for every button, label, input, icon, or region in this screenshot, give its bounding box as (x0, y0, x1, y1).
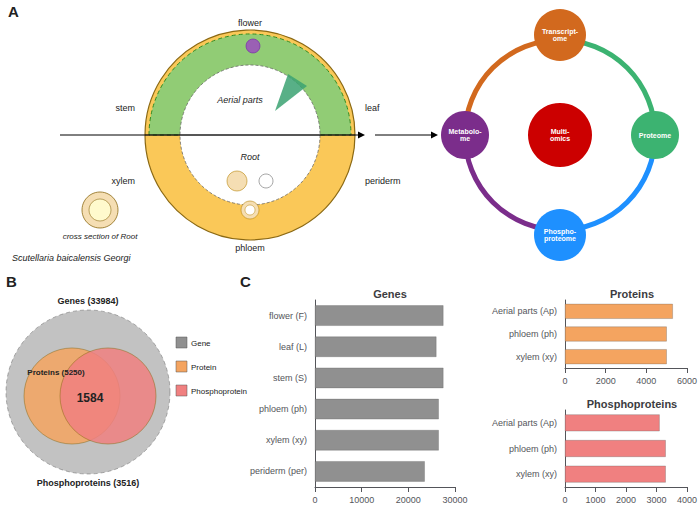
svg-text:Aerial parts (Ap): Aerial parts (Ap) (492, 306, 557, 316)
svg-text:Gene: Gene (191, 339, 211, 348)
svg-text:Transcript-: Transcript- (541, 28, 579, 35)
svg-text:Proteome: Proteome (639, 132, 671, 139)
svg-text:flower (F): flower (F) (269, 311, 307, 321)
svg-text:Proteins (5250): Proteins (5250) (27, 368, 85, 377)
svg-text:xylem (xy): xylem (xy) (516, 352, 557, 362)
svg-text:6000: 6000 (677, 376, 697, 386)
svg-text:periderm: periderm (365, 176, 401, 186)
svg-text:Aerial parts: Aerial parts (216, 95, 263, 105)
svg-text:proteome: proteome (544, 235, 576, 243)
svg-text:periderm (per): periderm (per) (250, 466, 307, 476)
svg-text:Protein: Protein (191, 363, 216, 372)
svg-text:0: 0 (312, 495, 317, 505)
svg-text:C: C (240, 273, 251, 290)
svg-text:3000: 3000 (646, 495, 666, 505)
svg-text:leaf: leaf (365, 103, 380, 113)
svg-text:phloem (ph): phloem (ph) (259, 404, 307, 414)
svg-text:4000: 4000 (636, 376, 656, 386)
svg-text:20000: 20000 (396, 495, 421, 505)
svg-text:Phosphoproteins (3516): Phosphoproteins (3516) (37, 478, 140, 488)
svg-text:B: B (6, 273, 17, 290)
svg-text:Scutellaria baicalensis Georgi: Scutellaria baicalensis Georgi (12, 253, 132, 263)
svg-text:Metabolo-: Metabolo- (448, 128, 482, 135)
svg-text:10000: 10000 (349, 495, 374, 505)
svg-text:1584: 1584 (77, 391, 104, 405)
svg-text:Phosphoprotein: Phosphoprotein (191, 387, 247, 396)
svg-text:A: A (8, 3, 19, 20)
svg-text:Multi-: Multi- (551, 128, 570, 135)
svg-text:2000: 2000 (596, 376, 616, 386)
svg-text:xylem (xy): xylem (xy) (266, 435, 307, 445)
svg-text:xylem (xy): xylem (xy) (516, 469, 557, 479)
svg-text:phloem: phloem (235, 243, 265, 253)
svg-text:1000: 1000 (585, 495, 605, 505)
svg-text:0: 0 (562, 376, 567, 386)
svg-text:Genes (33984): Genes (33984) (57, 296, 118, 306)
svg-text:4000: 4000 (677, 495, 697, 505)
svg-text:phloem (ph): phloem (ph) (509, 444, 557, 454)
svg-text:30000: 30000 (442, 495, 467, 505)
svg-text:me: me (460, 135, 470, 142)
svg-text:xylem: xylem (111, 176, 135, 186)
svg-text:leaf (L): leaf (L) (279, 342, 307, 352)
svg-text:0: 0 (562, 495, 567, 505)
svg-text:stem: stem (115, 103, 135, 113)
svg-text:Phosphoproteins: Phosphoproteins (587, 398, 677, 410)
svg-text:phloem (ph): phloem (ph) (509, 329, 557, 339)
svg-text:Aerial parts (Ap): Aerial parts (Ap) (492, 418, 557, 428)
svg-text:Root: Root (240, 152, 260, 162)
svg-text:Proteins: Proteins (610, 288, 654, 300)
svg-text:omics: omics (550, 135, 570, 142)
svg-text:cross section of Root: cross section of Root (63, 232, 138, 241)
svg-text:stem (S): stem (S) (273, 373, 307, 383)
svg-text:flower: flower (238, 18, 262, 28)
svg-text:2000: 2000 (616, 495, 636, 505)
svg-text:Genes: Genes (373, 288, 407, 300)
svg-text:Phospho-: Phospho- (543, 228, 577, 235)
svg-text:ome: ome (553, 35, 568, 42)
